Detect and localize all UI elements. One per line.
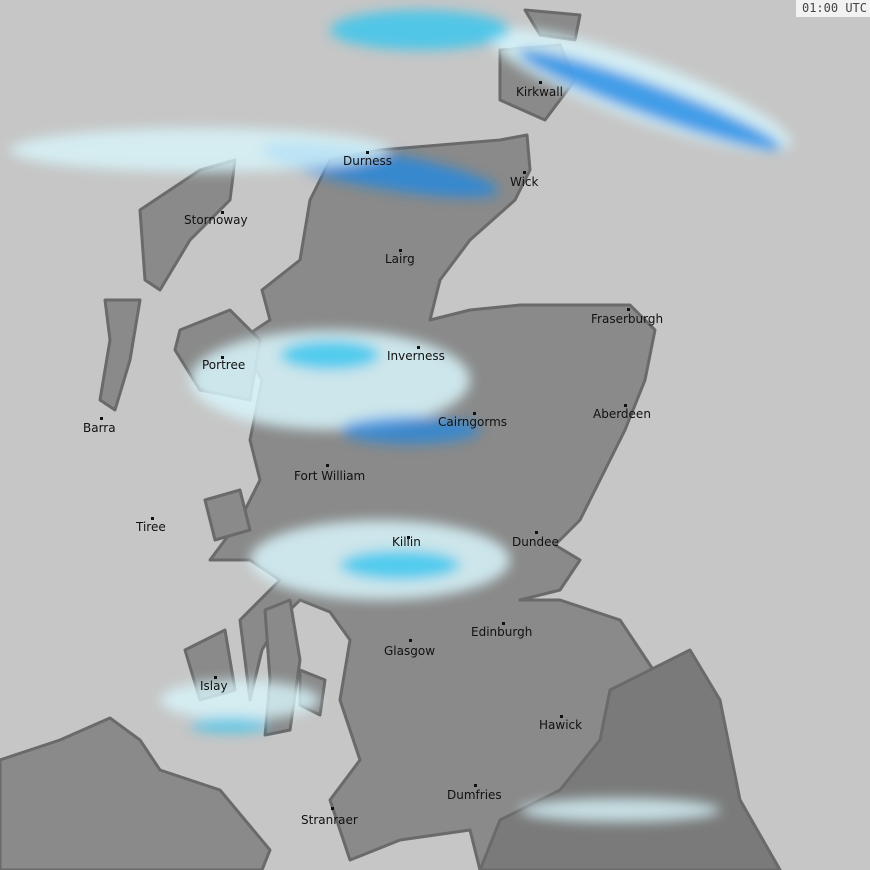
northern-ireland — [0, 716, 272, 870]
town-dot — [560, 715, 563, 718]
town-dot — [502, 622, 505, 625]
town-lairg: Lairg — [385, 249, 415, 266]
town-dundee: Dundee — [512, 531, 559, 549]
town-label: Barra — [83, 421, 116, 435]
town-dot — [474, 784, 477, 787]
town-dot — [535, 531, 538, 534]
town-barra: Barra — [83, 417, 116, 435]
town-label: Stranraer — [301, 813, 358, 827]
town-label: Fraserburgh — [591, 312, 663, 326]
town-dot — [473, 412, 476, 415]
town-dot — [221, 211, 224, 214]
town-dot — [624, 404, 627, 407]
town-label: Kirkwall — [516, 85, 563, 99]
town-hawick: Hawick — [539, 715, 582, 732]
town-portree: Portree — [202, 356, 245, 372]
town-dot — [151, 517, 154, 520]
town-aberdeen: Aberdeen — [593, 404, 651, 421]
town-killin: Killin — [392, 535, 421, 549]
precipitation — [10, 10, 791, 822]
town-dumfries: Dumfries — [447, 784, 502, 802]
town-label: Hawick — [539, 718, 582, 732]
town-glasgow: Glasgow — [384, 639, 435, 658]
mull — [203, 488, 252, 542]
town-label: Tiree — [135, 520, 166, 534]
town-label: Aberdeen — [593, 407, 651, 421]
town-label: Glasgow — [384, 644, 435, 658]
town-label: Fort William — [294, 469, 365, 483]
town-label: Cairngorms — [438, 415, 507, 429]
town-fort-william: Fort William — [294, 464, 365, 483]
town-dot — [399, 249, 402, 252]
town-label: Portree — [202, 358, 245, 372]
town-label: Dundee — [512, 535, 559, 549]
town-dot — [221, 356, 224, 359]
town-label: Lairg — [385, 252, 415, 266]
town-cairngorms: Cairngorms — [438, 412, 507, 429]
town-durness: Durness — [343, 151, 392, 168]
town-label: Stornoway — [184, 213, 248, 227]
town-dot — [366, 151, 369, 154]
town-label: Inverness — [387, 349, 445, 363]
town-label: Durness — [343, 154, 392, 168]
town-markers: Kirkwall Durness Wick Stornoway Lairg Fraserb… — [83, 81, 663, 827]
town-label: Dumfries — [447, 788, 502, 802]
town-wick: Wick — [510, 171, 539, 189]
town-dot — [627, 308, 630, 311]
town-stornoway: Stornoway — [184, 211, 248, 227]
town-dot — [100, 417, 103, 420]
town-stranraer: Stranraer — [301, 807, 358, 827]
town-tiree: Tiree — [135, 517, 166, 534]
town-edinburgh: Edinburgh — [471, 622, 532, 639]
town-dot — [326, 464, 329, 467]
town-dot — [331, 807, 334, 810]
town-label: Edinburgh — [471, 625, 532, 639]
town-dot — [523, 171, 526, 174]
town-dot — [214, 676, 217, 679]
timestamp: 01:00 UTC — [795, 0, 870, 17]
town-label: Wick — [510, 175, 539, 189]
town-kirkwall: Kirkwall — [516, 81, 563, 99]
town-dot — [409, 639, 412, 642]
town-dot — [407, 536, 410, 539]
town-dot — [539, 81, 542, 84]
town-dot — [417, 346, 420, 349]
town-label: Islay — [200, 679, 228, 693]
town-islay: Islay — [200, 676, 228, 693]
town-label: Killin — [392, 535, 421, 549]
town-fraserburgh: Fraserburgh — [591, 308, 663, 326]
town-inverness: Inverness — [387, 346, 445, 363]
